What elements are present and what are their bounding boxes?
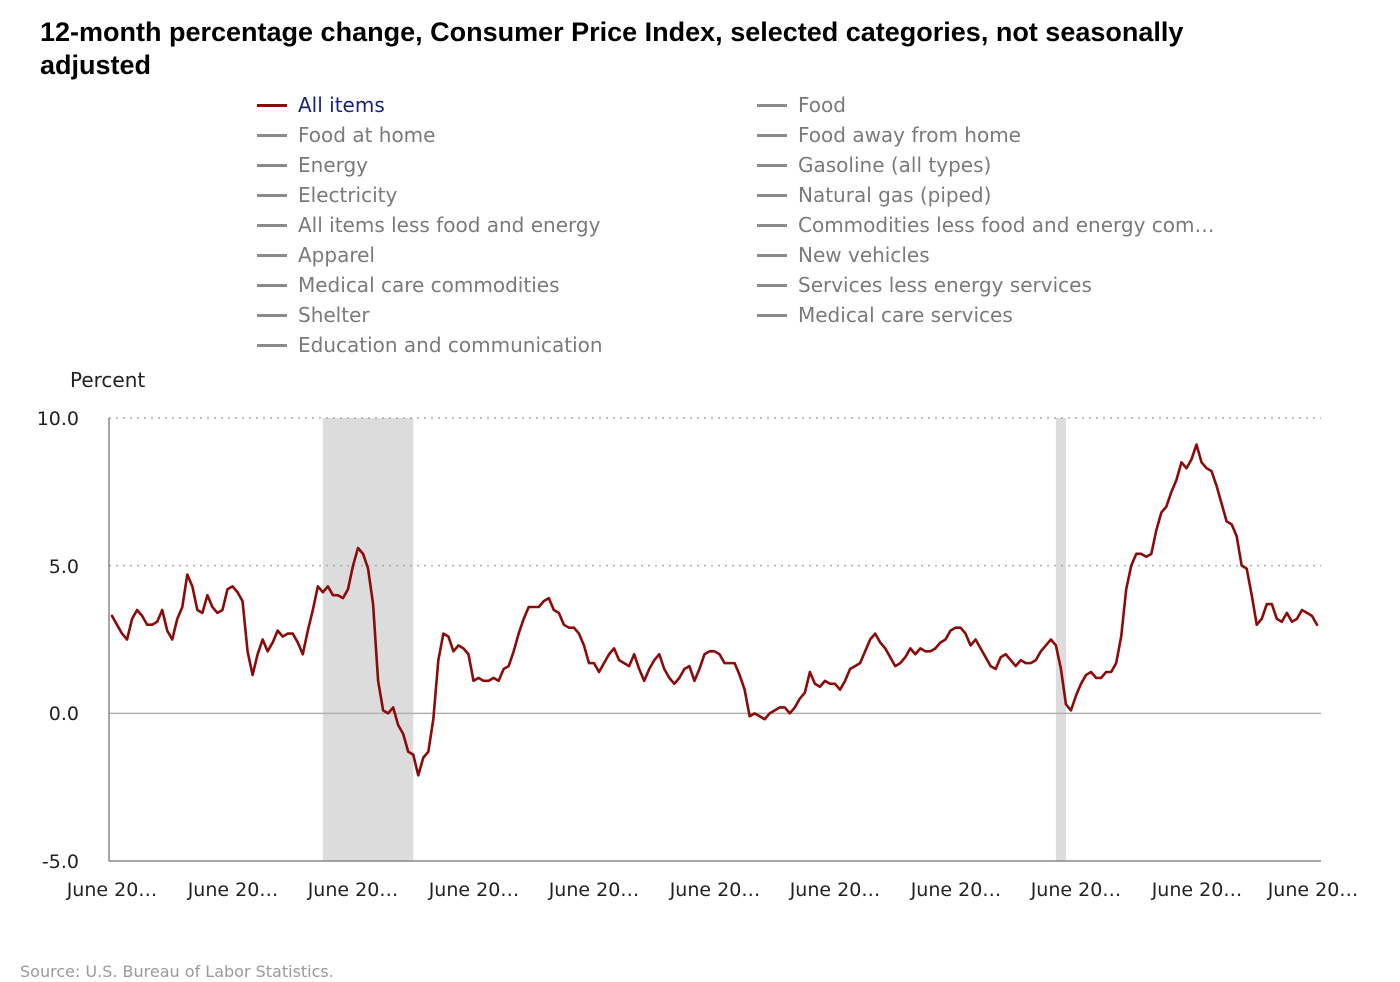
- x-tick-label: June 20…: [187, 879, 279, 901]
- legend-label: All items: [298, 93, 385, 117]
- legend-label: Food at home: [298, 123, 436, 147]
- legend-swatch: [757, 223, 787, 227]
- legend-item-natural-gas[interactable]: Natural gas (piped): [757, 180, 991, 210]
- legend-item-new-vehicles[interactable]: New vehicles: [757, 240, 930, 270]
- y-tick-labels: 10.0 5.0 0.0 -5.0: [37, 408, 79, 873]
- legend-swatch: [757, 193, 787, 197]
- legend-label: Medical care commodities: [298, 273, 560, 297]
- legend-label: All items less food and energy: [298, 213, 601, 237]
- y-axis-label: Percent: [70, 368, 146, 392]
- recession-band: [322, 418, 414, 861]
- chart-title: 12-month percentage change, Consumer Pri…: [40, 17, 1184, 80]
- x-tick-label: June 20…: [669, 879, 761, 901]
- y-tick-label: 0.0: [49, 703, 79, 725]
- legend-label: Education and communication: [298, 333, 603, 357]
- x-tick-label: June 20…: [910, 879, 1002, 901]
- legend-swatch: [757, 283, 787, 287]
- axes: [108, 418, 1321, 862]
- legend-swatch: [757, 103, 787, 107]
- legend-label: Food: [798, 93, 846, 117]
- legend-item-medical-care-services[interactable]: Medical care services: [757, 300, 1013, 330]
- legend-swatch: [257, 193, 287, 197]
- legend-label: Natural gas (piped): [798, 183, 992, 207]
- x-tick-label: June 20…: [428, 879, 520, 901]
- legend-item-shelter[interactable]: Shelter: [257, 300, 370, 330]
- legend-item-food[interactable]: Food: [757, 90, 846, 120]
- legend-item-commodities-less-food-energy[interactable]: Commodities less food and energy com…: [757, 210, 1215, 240]
- legend-label: New vehicles: [798, 243, 930, 267]
- legend-item-food-away-from-home[interactable]: Food away from home: [757, 120, 1021, 150]
- x-tick-label: June 20…: [66, 879, 158, 901]
- legend-item-services-less-energy[interactable]: Services less energy services: [757, 270, 1092, 300]
- legend-item-electricity[interactable]: Electricity: [257, 180, 397, 210]
- recession-band: [1055, 418, 1066, 861]
- legend-swatch: [757, 253, 787, 257]
- legend-swatch: [257, 343, 287, 347]
- legend-swatch: [257, 223, 287, 227]
- legend-item-energy[interactable]: Energy: [257, 150, 368, 180]
- legend-label: Gasoline (all types): [798, 153, 992, 177]
- y-tick-label: 5.0: [49, 556, 79, 578]
- legend-item-food-at-home[interactable]: Food at home: [257, 120, 435, 150]
- gridlines: [109, 417, 1321, 715]
- legend-swatch: [257, 313, 287, 317]
- x-tick-label: June 20…: [789, 879, 881, 901]
- x-tick-label: June 20…: [1151, 879, 1243, 901]
- x-tick-label: June 20…: [1030, 879, 1122, 901]
- x-tick-labels: June 20… June 20… June 20… June 20… June…: [66, 879, 1359, 901]
- legend-swatch: [257, 133, 287, 137]
- legend-swatch: [757, 163, 787, 167]
- x-tick-label: June 20…: [548, 879, 640, 901]
- legend-item-education-communication[interactable]: Education and communication: [257, 330, 603, 360]
- legend-label: Food away from home: [798, 123, 1021, 147]
- x-tick-label: June 20…: [307, 879, 399, 901]
- x-tick-label: June 20…: [1267, 879, 1359, 901]
- legend-swatch: [757, 313, 787, 317]
- legend-swatch: [257, 283, 287, 287]
- legend-label: Energy: [298, 153, 369, 177]
- legend-label: Apparel: [298, 243, 375, 267]
- legend-swatch: [257, 163, 287, 167]
- legend-label: Shelter: [298, 303, 370, 327]
- series-layer: [110, 443, 1319, 777]
- legend-swatch: [257, 253, 287, 257]
- legend-item-apparel[interactable]: Apparel: [257, 240, 375, 270]
- legend-label: Services less energy services: [798, 273, 1092, 297]
- legend-item-all-items-less-food-energy[interactable]: All items less food and energy: [257, 210, 600, 240]
- series-line-all-items[interactable]: [110, 443, 1319, 777]
- y-tick-label: 10.0: [37, 408, 79, 430]
- y-tick-label: -5.0: [42, 851, 79, 873]
- legend-item-all-items[interactable]: All items: [257, 90, 385, 120]
- legend-item-medical-care-commodities[interactable]: Medical care commodities: [257, 270, 559, 300]
- legend-label: Commodities less food and energy com…: [798, 213, 1215, 237]
- source-note: Source: U.S. Bureau of Labor Statistics.: [20, 962, 334, 981]
- legend-label: Medical care services: [798, 303, 1013, 327]
- legend-label: Electricity: [298, 183, 398, 207]
- legend-item-gasoline[interactable]: Gasoline (all types): [757, 150, 991, 180]
- recession-shading: [322, 418, 1066, 861]
- legend-swatch: [757, 133, 787, 137]
- legend-swatch: [257, 103, 287, 107]
